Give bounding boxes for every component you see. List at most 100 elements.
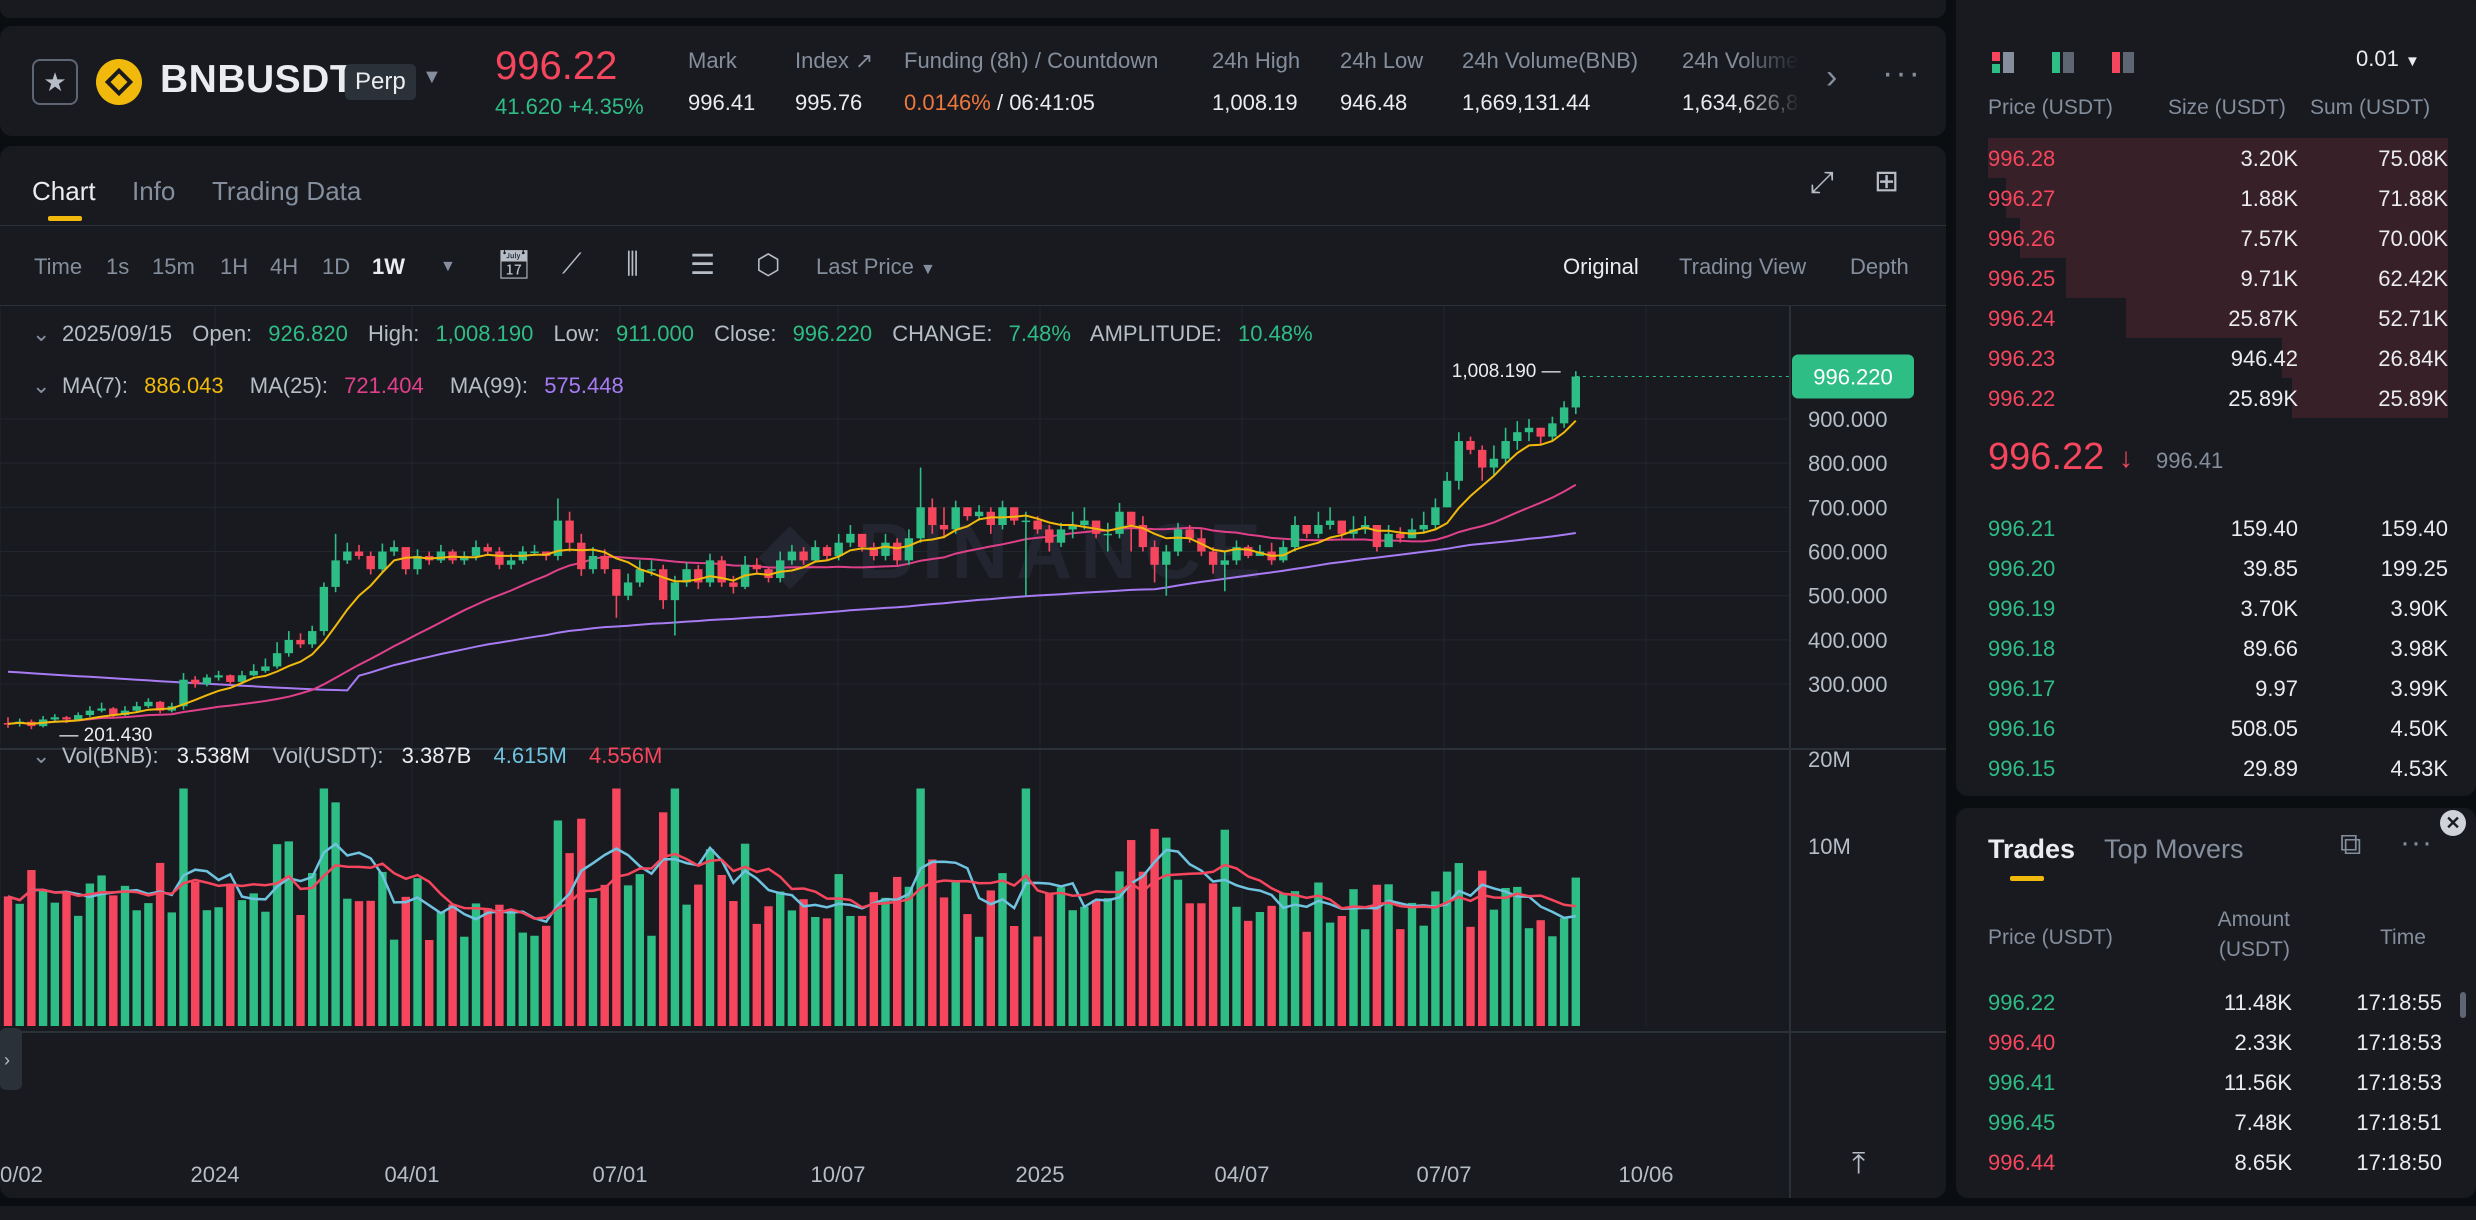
hexagon-icon[interactable]: ⬡ — [756, 249, 781, 280]
interval-1w[interactable]: 1W — [372, 254, 405, 279]
tab-top-movers[interactable]: Top Movers — [2104, 834, 2244, 864]
tab-info[interactable]: Info — [132, 176, 176, 206]
trade-time: 17:18:50 — [2356, 1150, 2442, 1175]
current-price-tag-text: 996.220 — [1813, 364, 1893, 389]
candle-type-icon[interactable]: ⫼ — [626, 248, 639, 279]
fit-axis-icon[interactable]: ⤒ — [1852, 1147, 1865, 1180]
ask-row[interactable]: 996.22 25.89K 25.89K — [1988, 378, 2448, 418]
symbol-dropdown-icon[interactable]: ▼ — [422, 66, 442, 88]
bid-row[interactable]: 996.19 3.70K 3.90K — [1988, 588, 2448, 628]
stat-mark: Mark 996.41 — [688, 48, 755, 116]
trade-row[interactable]: 996.44 8.65K 17:18:50 — [1988, 1150, 2442, 1190]
bid-sum: 159.40 — [2380, 516, 2448, 541]
bids-only-icon[interactable] — [2052, 52, 2074, 74]
volume-bar — [155, 862, 165, 1026]
candlestick-chart[interactable]: ◆ BINANCE 900.000800.000700.000600.00050… — [0, 306, 1946, 1198]
stat-24h-high: 24h High 1,008.19 — [1212, 48, 1300, 116]
volume-bar — [1115, 871, 1124, 1026]
stat-label: Index ↗ — [795, 48, 874, 73]
volume-bar — [939, 897, 949, 1026]
ma-legend: ⌄ MA(7): 886.043 MA(25): 721.404 MA(99):… — [32, 373, 624, 398]
candle — [752, 558, 761, 574]
view-depth[interactable]: Depth — [1850, 254, 1909, 279]
candle — [413, 549, 422, 575]
ask-size: 7.57K — [2240, 226, 2299, 251]
volume-bar — [85, 883, 95, 1026]
bid-row[interactable]: 996.18 89.66 3.98K — [1988, 628, 2448, 668]
trade-amount: 8.65K — [2234, 1150, 2293, 1175]
ob-header-size: Size (USDT) — [2168, 96, 2286, 119]
ask-row[interactable]: 996.27 1.88K 71.88K — [1988, 178, 2448, 218]
layout-grid-icon[interactable]: ⊞ — [1874, 165, 1900, 198]
volume-bar — [120, 885, 130, 1026]
bid-row[interactable]: 996.16 508.05 4.50K — [1988, 708, 2448, 748]
interval-dropdown-icon[interactable]: ▼ — [440, 258, 456, 275]
favorite-star-button[interactable]: ★ — [32, 59, 78, 105]
ask-row[interactable]: 996.26 7.57K 70.00K — [1988, 218, 2448, 258]
candles — [3, 371, 1580, 730]
trade-row[interactable]: 996.41 11.56K 17:18:53 — [1988, 1070, 2442, 1110]
candle — [296, 633, 305, 648]
bid-row[interactable]: 996.17 9.97 3.99K — [1988, 668, 2448, 708]
tab-trading-data[interactable]: Trading Data — [212, 176, 362, 206]
interval-1h[interactable]: 1H — [220, 254, 249, 279]
ask-row[interactable]: 996.23 946.42 26.84K — [1988, 338, 2448, 378]
interval-4h[interactable]: 4H — [270, 254, 299, 279]
trades-header-price: Price (USDT) — [1988, 926, 2113, 949]
candle — [623, 573, 633, 601]
trade-row[interactable]: 996.22 11.48K 17:18:55 — [1988, 990, 2442, 1030]
interval-15m[interactable]: 15m — [152, 254, 195, 279]
volume-bar — [296, 914, 305, 1026]
chevron-right-icon[interactable]: › — [1826, 58, 1838, 96]
indicator-icon[interactable]: ⟋ — [562, 248, 582, 279]
bid-row[interactable]: 996.15 29.89 4.53K — [1988, 748, 2448, 788]
volume-bar — [343, 898, 352, 1026]
chart-panel: Chart Info Trading Data ⤢ ⊞ Time 1s 15m … — [0, 146, 1946, 1198]
ask-row[interactable]: 996.25 9.71K 62.42K — [1988, 258, 2448, 298]
candle — [1232, 540, 1241, 565]
candle — [670, 575, 680, 636]
vol-usdt-value: 3.387B — [402, 743, 472, 768]
stat-value: 996.41 — [688, 90, 756, 115]
both-sides-icon[interactable] — [1992, 52, 2014, 74]
candle — [787, 544, 797, 565]
legend-close: 996.220 — [793, 321, 873, 346]
more-icon[interactable]: ··· — [2400, 826, 2433, 859]
symbol-name[interactable]: BNBUSDT — [160, 58, 355, 101]
ask-row[interactable]: 996.28 3.20K 75.08K — [1988, 138, 2448, 178]
volume-bar — [1103, 898, 1112, 1026]
popout-icon[interactable]: ⧉ — [2340, 828, 2362, 861]
interval-1d[interactable]: 1D — [322, 254, 351, 279]
asks-only-icon[interactable] — [2112, 52, 2134, 74]
bid-row[interactable]: 996.20 39.85 199.25 — [1988, 548, 2448, 588]
trade-row[interactable]: 996.40 2.33K 17:18:53 — [1988, 1030, 2442, 1070]
stat-index[interactable]: Index ↗ 995.76 — [795, 48, 873, 116]
calendar-icon[interactable]: 📅︎ — [496, 249, 532, 280]
ask-price: 996.24 — [1988, 306, 2056, 331]
ask-row[interactable]: 996.24 25.87K 52.71K — [1988, 298, 2448, 338]
tab-chart[interactable]: Chart — [32, 176, 96, 206]
legend-low-label: Low: — [553, 321, 599, 346]
settings-list-icon[interactable]: ☰ — [690, 249, 716, 280]
vol-bnb-value: 3.538M — [177, 743, 250, 768]
tab-underline — [48, 216, 82, 221]
volume-legend: ⌄ Vol(BNB): 3.538M Vol(USDT): 3.387B 4.6… — [32, 743, 662, 768]
price-type-select[interactable]: Last Price ▼ — [816, 254, 936, 280]
trade-amount: 7.48K — [2234, 1110, 2293, 1135]
top-strip — [0, 0, 1946, 18]
close-icon[interactable]: ✕ — [2440, 810, 2466, 836]
chart-toolbar: Time 1s 15m 1H 4H 1D 1W ▼ 📅︎ ⟋ ⫼ ☰ ⬡ Las… — [0, 226, 1946, 306]
tab-trades[interactable]: Trades — [1988, 834, 2076, 864]
scroll-handle[interactable]: › — [0, 1028, 22, 1090]
orderbook-mid-price[interactable]: 996.22 — [1988, 436, 2105, 478]
scrollbar-thumb[interactable] — [2460, 992, 2466, 1018]
view-trading-view[interactable]: Trading View — [1679, 254, 1807, 279]
trade-row[interactable]: 996.45 7.48K 17:18:51 — [1988, 1110, 2442, 1150]
bid-price: 996.20 — [1988, 556, 2056, 581]
more-icon[interactable]: ··· — [1882, 54, 1922, 92]
interval-1s[interactable]: 1s — [106, 254, 130, 279]
bid-row[interactable]: 996.21 159.40 159.40 — [1988, 508, 2448, 548]
tick-size-select[interactable]: 0.01 ▼ — [2356, 46, 2420, 72]
view-original[interactable]: Original — [1563, 254, 1639, 279]
expand-icon[interactable]: ⤢ — [1810, 166, 1834, 199]
